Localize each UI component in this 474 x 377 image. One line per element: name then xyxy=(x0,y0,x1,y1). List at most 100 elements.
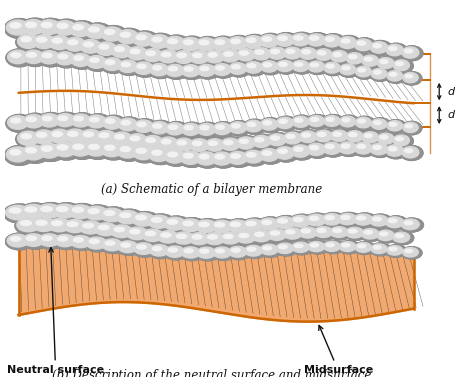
Ellipse shape xyxy=(210,36,237,54)
Ellipse shape xyxy=(54,51,80,68)
Ellipse shape xyxy=(314,129,336,144)
Ellipse shape xyxy=(339,242,356,251)
Ellipse shape xyxy=(361,228,379,239)
Ellipse shape xyxy=(386,120,406,133)
Ellipse shape xyxy=(70,52,95,69)
Ellipse shape xyxy=(403,72,418,83)
Ellipse shape xyxy=(101,57,126,73)
Ellipse shape xyxy=(227,36,252,52)
Ellipse shape xyxy=(178,218,206,234)
Ellipse shape xyxy=(219,49,244,65)
Ellipse shape xyxy=(211,220,232,233)
Ellipse shape xyxy=(289,214,315,230)
Ellipse shape xyxy=(36,203,66,221)
Ellipse shape xyxy=(195,151,221,168)
Ellipse shape xyxy=(6,233,33,250)
Ellipse shape xyxy=(19,203,51,222)
Ellipse shape xyxy=(401,121,422,135)
Ellipse shape xyxy=(126,132,152,150)
Ellipse shape xyxy=(52,221,63,225)
Ellipse shape xyxy=(244,36,263,48)
Ellipse shape xyxy=(384,43,408,58)
Ellipse shape xyxy=(22,20,45,34)
Ellipse shape xyxy=(338,115,360,129)
Ellipse shape xyxy=(164,63,189,79)
Ellipse shape xyxy=(338,37,356,49)
Ellipse shape xyxy=(216,249,225,253)
Ellipse shape xyxy=(213,247,231,258)
Ellipse shape xyxy=(290,144,314,160)
Ellipse shape xyxy=(283,132,301,144)
Ellipse shape xyxy=(204,49,229,66)
Ellipse shape xyxy=(100,26,128,44)
Ellipse shape xyxy=(310,243,319,247)
Ellipse shape xyxy=(164,122,188,138)
Ellipse shape xyxy=(22,113,48,131)
Ellipse shape xyxy=(286,134,295,138)
Ellipse shape xyxy=(80,40,101,53)
Ellipse shape xyxy=(183,221,193,226)
Ellipse shape xyxy=(323,61,344,75)
Ellipse shape xyxy=(216,66,225,70)
Ellipse shape xyxy=(302,133,310,137)
Ellipse shape xyxy=(291,115,313,130)
Ellipse shape xyxy=(266,133,290,148)
Ellipse shape xyxy=(310,146,319,150)
Ellipse shape xyxy=(292,60,309,72)
Ellipse shape xyxy=(180,123,204,138)
Ellipse shape xyxy=(195,37,221,54)
Ellipse shape xyxy=(389,123,397,126)
Ellipse shape xyxy=(36,142,65,161)
Ellipse shape xyxy=(268,134,286,146)
Ellipse shape xyxy=(58,116,68,121)
Ellipse shape xyxy=(17,218,40,232)
Ellipse shape xyxy=(333,52,341,57)
Ellipse shape xyxy=(164,63,188,79)
Ellipse shape xyxy=(291,215,310,227)
Ellipse shape xyxy=(267,46,290,62)
Ellipse shape xyxy=(210,219,237,236)
Ellipse shape xyxy=(109,224,137,241)
Ellipse shape xyxy=(358,244,365,248)
Ellipse shape xyxy=(15,217,45,234)
Ellipse shape xyxy=(133,119,157,135)
Ellipse shape xyxy=(231,39,240,44)
Ellipse shape xyxy=(83,42,93,47)
Ellipse shape xyxy=(25,207,36,212)
Ellipse shape xyxy=(291,59,313,74)
Ellipse shape xyxy=(165,123,184,135)
Ellipse shape xyxy=(188,231,214,247)
Ellipse shape xyxy=(371,119,387,129)
Ellipse shape xyxy=(79,38,105,56)
Ellipse shape xyxy=(308,61,325,72)
Ellipse shape xyxy=(57,23,68,28)
Ellipse shape xyxy=(362,132,379,143)
Ellipse shape xyxy=(307,115,328,129)
Ellipse shape xyxy=(148,121,173,136)
Ellipse shape xyxy=(401,247,422,259)
Ellipse shape xyxy=(345,130,367,144)
Ellipse shape xyxy=(255,138,264,142)
Ellipse shape xyxy=(385,144,407,159)
Ellipse shape xyxy=(235,136,259,152)
Ellipse shape xyxy=(8,116,28,129)
Ellipse shape xyxy=(208,141,218,146)
Ellipse shape xyxy=(169,67,177,71)
Ellipse shape xyxy=(150,121,169,134)
Ellipse shape xyxy=(376,57,398,71)
Ellipse shape xyxy=(376,132,398,146)
Ellipse shape xyxy=(53,233,80,250)
Ellipse shape xyxy=(148,215,170,228)
Ellipse shape xyxy=(178,218,206,234)
Ellipse shape xyxy=(246,153,256,157)
Ellipse shape xyxy=(94,129,121,147)
Ellipse shape xyxy=(262,37,272,41)
Ellipse shape xyxy=(141,48,167,64)
Ellipse shape xyxy=(10,150,21,155)
Ellipse shape xyxy=(321,34,345,49)
Ellipse shape xyxy=(283,228,302,239)
Ellipse shape xyxy=(130,211,160,229)
Ellipse shape xyxy=(250,229,275,244)
Ellipse shape xyxy=(197,123,215,135)
Ellipse shape xyxy=(131,31,159,49)
